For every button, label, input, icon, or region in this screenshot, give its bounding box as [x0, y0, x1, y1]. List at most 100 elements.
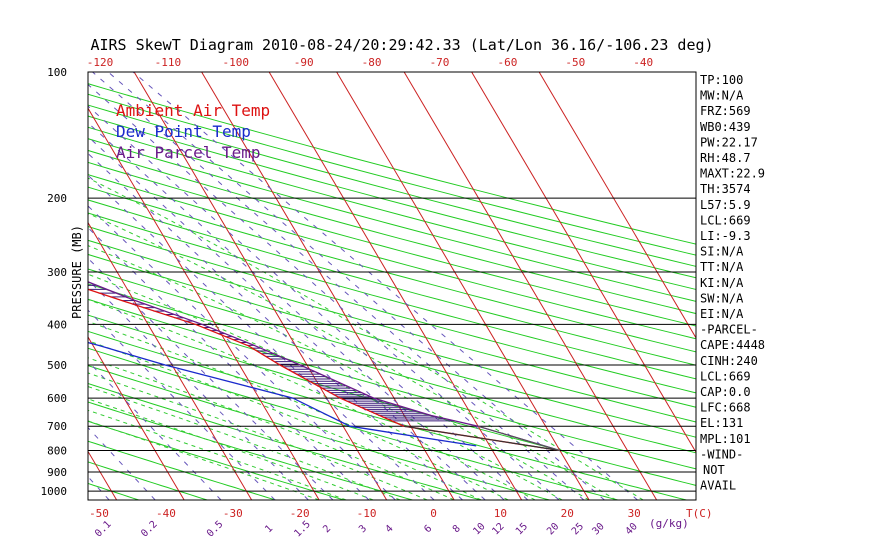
top-temp-tick-label: -120: [87, 56, 114, 69]
stat-line: SI:N/A: [700, 245, 744, 259]
bottom-temp-tick-label: -10: [357, 507, 377, 520]
dry-adiabat: [88, 298, 696, 470]
dry-adiabat: [88, 440, 276, 500]
stat-line: MAXT:22.9: [700, 167, 765, 181]
pressure-tick-label: 100: [47, 66, 67, 79]
stat-line: SW:N/A: [700, 291, 744, 305]
mixing-ratio-tick-label: 0.2: [139, 519, 160, 540]
isotherm: [0, 72, 49, 500]
bottom-temp-tick-label: -30: [223, 507, 243, 520]
bottom-temp-tick-label: 20: [561, 507, 574, 520]
mixing-ratio-line: [88, 152, 463, 500]
mixing-ratio-unit-label: (g/kg): [649, 517, 689, 530]
legend-entry: Ambient Air Temp: [116, 101, 270, 120]
mixing-ratio-tick-label: 0.5: [205, 519, 226, 540]
dry-adiabat: [88, 461, 208, 500]
dry-adiabat: [88, 212, 696, 380]
dry-adiabat: [88, 283, 696, 454]
isotherm: [268, 72, 523, 500]
dry-adiabat: [88, 115, 696, 279]
mixing-ratio-tick-label: 1: [263, 523, 275, 535]
mixing-ratio-line: [88, 122, 505, 500]
legend-entry: Air Parcel Temp: [116, 143, 261, 162]
mixing-ratio-line: [88, 426, 156, 500]
dewpoint-line: [88, 341, 477, 447]
stat-line: L57:5.9: [700, 198, 751, 212]
mixing-ratio-line: [107, 72, 605, 500]
mixing-ratio-tick-label: 10: [471, 521, 487, 537]
pressure-tick-label: 700: [47, 420, 67, 433]
dry-adiabat: [88, 199, 696, 366]
stat-line: LFC:668: [700, 401, 751, 415]
isotherm: [336, 72, 590, 500]
dry-adiabat: [88, 149, 696, 315]
mixing-ratio-tick-label: 15: [514, 521, 530, 537]
isotherm: [88, 107, 320, 500]
top-temp-tick-label: -60: [497, 56, 517, 69]
stat-line: AVAIL: [700, 479, 736, 493]
stat-line: EI:N/A: [700, 307, 744, 321]
stat-line: MW:N/A: [700, 89, 744, 103]
stat-line: TH:3574: [700, 182, 751, 196]
dry-adiabat: [0, 72, 70, 500]
mixing-ratio-line: [92, 72, 585, 500]
stat-line: RH:48.7: [700, 151, 751, 165]
pressure-tick-label: 1000: [41, 485, 68, 498]
dry-adiabat: [88, 401, 413, 500]
wind-stub-line: [403, 425, 561, 452]
legend-entry: Dew Point Temp: [116, 122, 251, 141]
bottom-temp-tick-label: -40: [156, 507, 176, 520]
top-temp-tick-label: -50: [565, 56, 585, 69]
moist-adiabat: [88, 212, 617, 500]
mixing-ratio-tick-label: 3: [357, 523, 369, 535]
dry-adiabat: [88, 239, 696, 408]
dry-adiabat: [88, 365, 550, 500]
pressure-tick-label: 400: [47, 318, 67, 331]
top-temp-tick-label: -100: [223, 56, 250, 69]
isotherm: [88, 221, 253, 500]
moist-adiabat: [88, 177, 644, 500]
mixing-ratio-tick-label: 0.1: [93, 519, 114, 540]
dry-adiabat: [88, 93, 696, 256]
mixing-ratio-tick-label: 12: [490, 521, 506, 537]
pressure-tick-label: 200: [47, 192, 67, 205]
dry-adiabat: [88, 420, 345, 500]
top-temp-tick-label: -110: [155, 56, 182, 69]
pressure-tick-label: 900: [47, 466, 67, 479]
mixing-ratio-line: [132, 72, 638, 500]
bottom-temp-tick-label: 0: [430, 507, 437, 520]
bottom-temp-tick-label: 30: [628, 507, 641, 520]
mixing-ratio-tick-label: 1.5: [292, 519, 313, 540]
ambient-temp-line: [88, 288, 561, 452]
parcel-temp-line: [88, 281, 561, 452]
mixing-ratio-line: [88, 279, 309, 500]
stat-line: MPL:101: [700, 432, 751, 446]
moist-adiabat: [88, 386, 401, 500]
top-temp-tick-label: -90: [294, 56, 314, 69]
dry-adiabat: [88, 126, 696, 290]
moist-adiabat: [88, 298, 536, 500]
mixing-ratio-tick-label: 40: [624, 521, 640, 537]
stat-line: CAP:0.0: [700, 385, 751, 399]
isotherm: [471, 72, 696, 454]
isotherm: [88, 336, 185, 500]
stat-line: CINH:240: [700, 354, 758, 368]
dry-adiabat: [88, 161, 696, 327]
isotherm: [201, 72, 455, 500]
stat-line: FRZ:569: [700, 104, 751, 118]
bottom-temp-tick-label: -50: [89, 507, 109, 520]
pressure-tick-label: 800: [47, 445, 67, 458]
mixing-ratio-line: [88, 475, 110, 500]
dry-adiabat: [88, 330, 687, 500]
isotherm: [133, 72, 388, 500]
stat-line: TP:100: [700, 73, 743, 87]
stat-line: LCL:669: [700, 213, 751, 227]
stat-line: PW:22.17: [700, 135, 758, 149]
moist-adiabat: [88, 357, 455, 500]
moist-adiabat: [88, 320, 509, 500]
stat-line: WB0:439: [700, 120, 751, 134]
pressure-tick-label: 300: [47, 266, 67, 279]
dry-adiabat: [88, 382, 482, 500]
bottom-temp-tick-label: -20: [290, 507, 310, 520]
